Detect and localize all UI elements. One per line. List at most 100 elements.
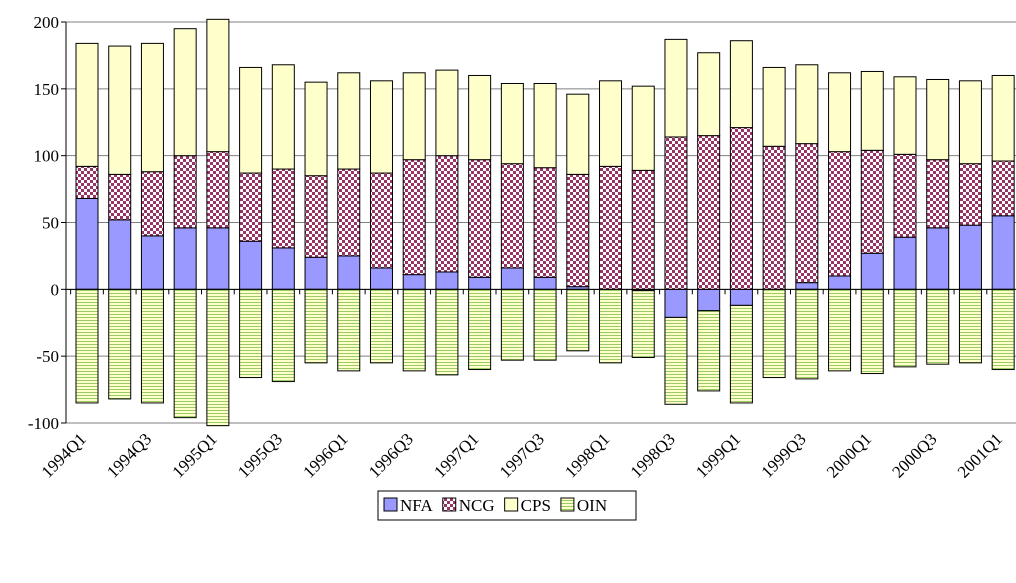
bar-segment <box>697 288 721 312</box>
bar-segment <box>926 159 950 229</box>
bar-segment <box>206 288 230 427</box>
bar-segment <box>697 135 721 290</box>
bar-segment <box>828 275 852 290</box>
x-tick-label: 1997Q1 <box>430 429 482 481</box>
bar-segment <box>75 42 99 167</box>
bar-segment <box>402 274 426 290</box>
bar-segment <box>206 227 230 290</box>
legend-swatch <box>560 497 575 512</box>
bar-segment <box>729 288 753 306</box>
legend-swatch <box>504 497 519 512</box>
bar-segment <box>435 271 459 290</box>
bar-segment <box>828 72 852 153</box>
bar-segment <box>828 151 852 277</box>
bar-segment <box>893 236 917 290</box>
x-tick-label: 1999Q3 <box>757 429 809 481</box>
bar-segment <box>599 80 623 167</box>
bar-segment <box>206 18 230 153</box>
bar-segment <box>533 276 557 290</box>
bar-segment <box>991 160 1015 217</box>
bar-segment <box>860 288 884 375</box>
bar-segment <box>271 288 295 383</box>
legend-label: CPS <box>521 496 551 515</box>
x-tick-label: 1994Q1 <box>38 429 90 481</box>
bar-segment <box>271 168 295 249</box>
legend-swatch <box>383 497 398 512</box>
bar-segment <box>566 93 590 175</box>
bar-segment <box>239 288 263 379</box>
bar-segment <box>893 153 917 238</box>
y-tick-label: -50 <box>36 347 59 366</box>
bar-segment <box>140 171 164 237</box>
bar-segment <box>795 288 819 380</box>
bar-segment <box>337 72 361 170</box>
bar-segment <box>468 159 492 278</box>
bar-segment <box>435 69 459 157</box>
x-tick-label: 2000Q3 <box>888 429 940 481</box>
bar-segment <box>500 82 524 165</box>
bar-segment <box>893 288 917 368</box>
y-tick-label: 200 <box>34 13 60 32</box>
bar-segment <box>304 81 328 177</box>
bar-segment <box>75 165 99 199</box>
bar-segment <box>271 247 295 290</box>
bar-segment <box>140 288 164 404</box>
legend-swatch <box>442 497 457 512</box>
bar-segment <box>402 288 426 372</box>
bar-segment <box>337 288 361 372</box>
bar-segment <box>762 66 786 147</box>
bar-segment <box>991 215 1015 290</box>
x-tick-label: 1996Q1 <box>299 429 351 481</box>
bar-segment <box>860 149 884 254</box>
bar-segment <box>206 151 230 229</box>
bar-segment <box>926 288 950 365</box>
bar-segment <box>239 66 263 174</box>
bar-segment <box>991 288 1015 371</box>
x-tick-label: 1995Q3 <box>234 429 286 481</box>
bar-segment <box>500 163 524 269</box>
bar-segment <box>991 74 1015 162</box>
bar-segment <box>926 227 950 290</box>
bar-segment <box>664 316 688 405</box>
y-tick-label: 50 <box>42 214 59 233</box>
bar-segment <box>75 197 99 290</box>
bar-segment <box>599 288 623 364</box>
x-tick-label: 1999Q1 <box>692 429 744 481</box>
bar-segment <box>108 45 132 175</box>
bar-segment <box>828 288 852 372</box>
y-tick-label: -100 <box>28 414 59 433</box>
bar-segment <box>664 38 688 138</box>
bar-segment <box>566 173 590 288</box>
bar-segment <box>369 288 393 364</box>
bar-segment <box>566 288 590 352</box>
bar-segment <box>729 304 753 404</box>
y-tick-label: 150 <box>34 80 60 99</box>
bar-segment <box>631 290 655 359</box>
bar-segment <box>860 70 884 151</box>
bar-segment <box>729 127 753 290</box>
bar-segment <box>337 168 361 257</box>
legend-label: OIN <box>577 496 607 515</box>
bar-segment <box>762 145 786 290</box>
bar-segment <box>729 40 753 129</box>
bar-segment <box>631 85 655 171</box>
bar-segment <box>173 28 197 157</box>
bar-segment <box>958 288 982 364</box>
bar-segment <box>533 82 557 169</box>
bar-segment <box>173 155 197 229</box>
bar-segment <box>958 163 982 226</box>
bar-segment <box>958 80 982 165</box>
bar-segment <box>304 175 328 258</box>
bar-segment <box>304 288 328 364</box>
bar-segment <box>435 288 459 376</box>
bar-segment <box>664 136 688 290</box>
bar-segment <box>795 64 819 145</box>
legend: NFA NCG CPS OIN <box>377 490 637 521</box>
bar-segment <box>435 155 459 273</box>
bar-segment <box>926 78 950 161</box>
x-tick-label: 2000Q1 <box>823 429 875 481</box>
bar-segment <box>402 159 426 276</box>
bar-segment <box>140 42 164 173</box>
